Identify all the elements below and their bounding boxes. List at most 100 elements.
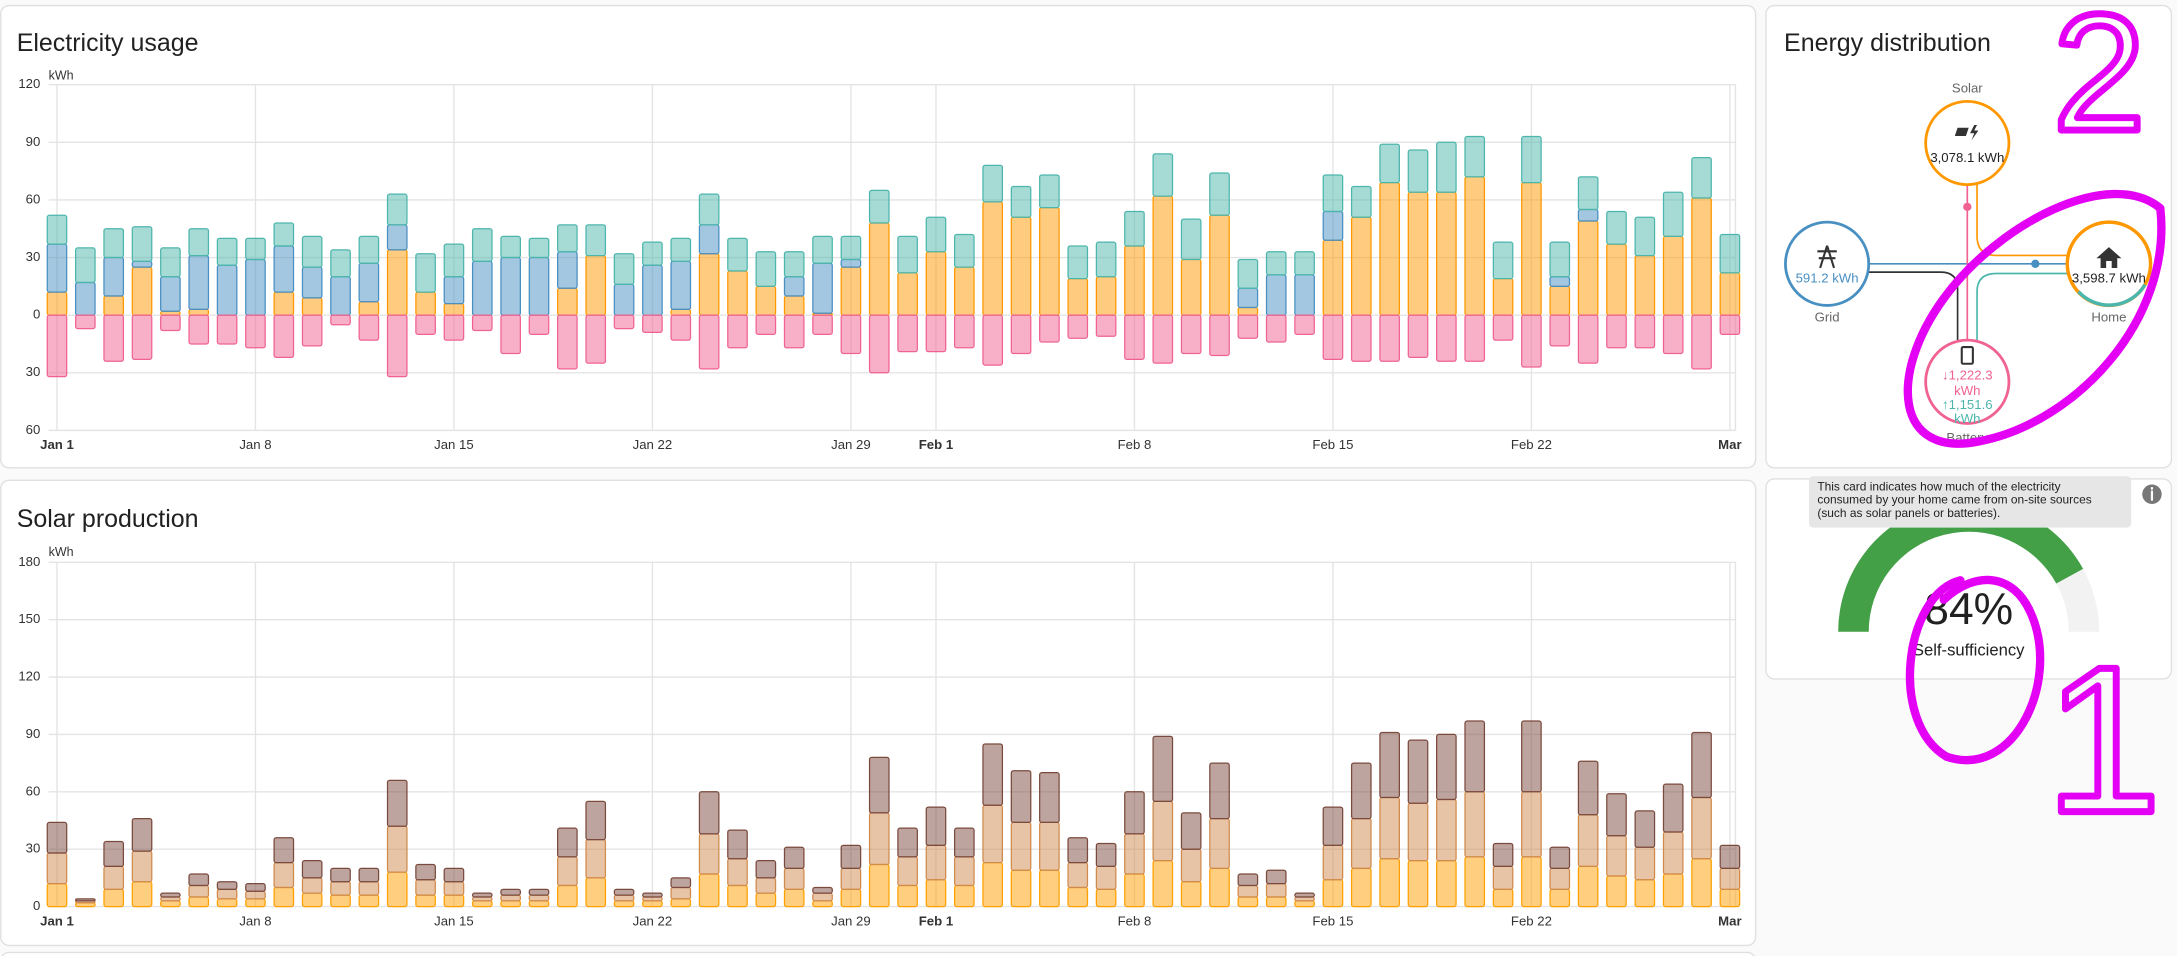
bar-segment — [1691, 731, 1712, 799]
bar-segment — [1265, 882, 1287, 898]
bar-segment — [386, 224, 408, 251]
bar-segment — [698, 193, 720, 226]
bar-segment — [1095, 241, 1117, 278]
bar-segment — [273, 314, 295, 359]
bar-segment — [103, 865, 125, 890]
bar-segment — [982, 861, 1004, 908]
bar-segment — [1152, 860, 1174, 908]
y-tick-label: 30 — [26, 841, 41, 856]
bar-segment — [585, 800, 607, 841]
bar-segment — [1265, 869, 1287, 885]
bar-segment — [330, 249, 351, 278]
bar-segment — [188, 314, 210, 345]
bar-segment — [1322, 806, 1344, 846]
bar-segment — [1521, 182, 1542, 316]
bar-segment — [1180, 848, 1202, 883]
bar-segment — [1719, 314, 1741, 335]
bar-segment — [585, 839, 607, 879]
bar-segment — [1606, 243, 1627, 316]
bar-segment — [1124, 791, 1145, 835]
bar-segment — [500, 235, 521, 259]
x-tick-label: Jan 29 — [831, 437, 871, 452]
solar-node — [1924, 99, 2011, 187]
bar-segment — [925, 251, 947, 316]
bar-segment — [1010, 770, 1032, 824]
bar-segment — [727, 829, 748, 860]
flow-grid-battery — [1868, 271, 1959, 341]
bar-segment — [755, 877, 777, 894]
bar-segment — [1322, 879, 1344, 908]
bar-segment — [727, 858, 748, 887]
annotation: 1 — [2045, 624, 2161, 857]
bar-segment — [783, 314, 805, 349]
bar-segment — [301, 266, 323, 299]
bar-segment — [642, 900, 663, 908]
scribble-loop — [1903, 189, 2166, 448]
bar-segment — [1124, 314, 1145, 360]
bar-segment — [1067, 245, 1089, 280]
bar-segment — [74, 247, 96, 284]
bar-segment — [1180, 812, 1202, 850]
bar-segment — [1294, 274, 1315, 316]
bar-segment — [1350, 185, 1372, 218]
bar-segment — [245, 258, 266, 316]
bar-segment — [443, 314, 465, 341]
bar-segment — [528, 900, 550, 908]
bar-segment — [415, 879, 436, 896]
bar-segment — [1010, 314, 1032, 355]
bar-segment — [386, 314, 408, 378]
bar-segment — [1577, 220, 1599, 316]
bar-segment — [755, 285, 777, 316]
bar-segment — [358, 867, 380, 883]
bar-segment — [1464, 856, 1486, 908]
bar-segment — [301, 297, 323, 316]
card-title: Energy distribution — [1784, 29, 1991, 57]
bar-segment — [528, 237, 550, 259]
battery-icon — [1960, 346, 1974, 365]
bar-segment — [1549, 867, 1571, 890]
bar-segment — [1719, 867, 1741, 890]
bar-segment — [1237, 287, 1259, 309]
bar-segment — [783, 846, 805, 869]
bar-segment — [1407, 860, 1429, 908]
x-tick-label: Feb 8 — [1118, 913, 1152, 928]
bar-segment — [330, 867, 351, 883]
solar-icon — [1954, 124, 1979, 141]
bar-segment — [1577, 814, 1599, 868]
bar-segment — [1039, 314, 1060, 343]
bar-segment — [131, 226, 153, 262]
bar-segment — [415, 314, 436, 335]
bar-segment — [386, 193, 408, 226]
bar-segment — [840, 888, 862, 908]
bar-segment — [160, 314, 181, 332]
tooltip-line: consumed by your home came from on-site … — [1817, 493, 2091, 507]
bar-segment — [727, 884, 748, 908]
bar-segment — [557, 287, 578, 316]
bar-segment — [1379, 858, 1400, 908]
bar-segment — [613, 253, 635, 286]
bar-segment — [1407, 802, 1429, 862]
bar-segment — [273, 837, 295, 864]
bar-segment — [1350, 314, 1372, 362]
bar-segment — [868, 222, 890, 316]
bar-segment — [1322, 844, 1344, 881]
bar-segment — [812, 262, 833, 314]
distribution-card — [1765, 4, 2173, 469]
bar-segment — [670, 260, 692, 311]
bar-segment — [585, 314, 607, 364]
x-tick-label: Feb 8 — [1118, 437, 1152, 452]
bar-segment — [557, 251, 578, 289]
bar-segment — [1549, 241, 1571, 278]
bar-segment — [840, 844, 862, 869]
bar-segment — [1662, 873, 1684, 908]
bar-segment — [925, 806, 947, 846]
bar-segment — [1039, 174, 1060, 209]
bar-segment — [840, 266, 862, 316]
bar-segment — [755, 860, 777, 879]
bar-segment — [585, 224, 607, 257]
bar-segment — [415, 863, 436, 881]
bar-segment — [812, 886, 833, 894]
bar-segment — [1010, 185, 1032, 218]
bar-segment — [868, 314, 890, 374]
bar-segment — [897, 884, 918, 908]
